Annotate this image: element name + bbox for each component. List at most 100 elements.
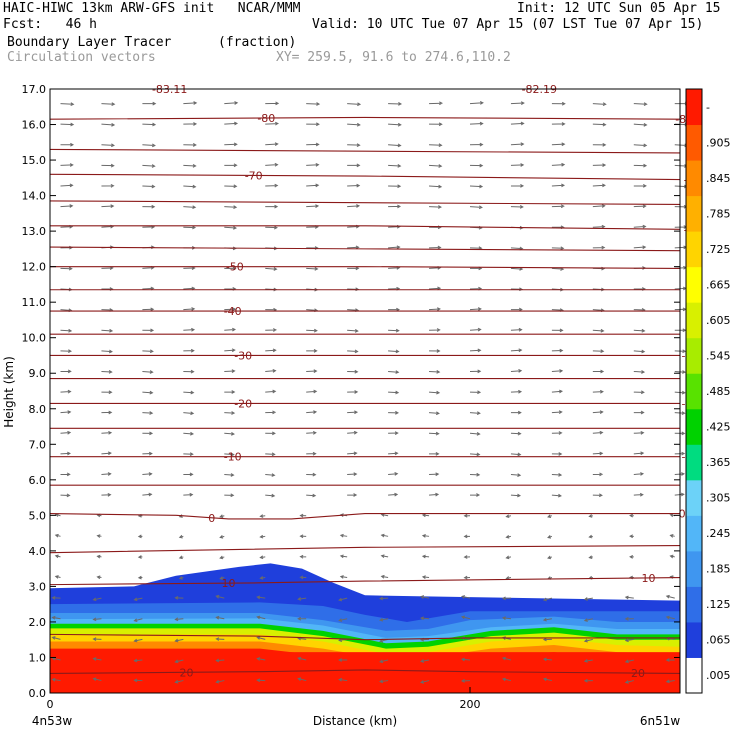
vector-arrow-5: [256, 678, 266, 683]
contour-line-3: [49, 148, 681, 154]
vector-arrow-420: [224, 142, 238, 147]
vector-arrow-96: [54, 554, 61, 559]
vector-arrow-153: [429, 492, 440, 497]
vector-arrow-263: [347, 349, 359, 354]
vector-arrow-273: [101, 328, 114, 333]
colorbar-label-8: .485: [706, 385, 731, 398]
vector-arrow-13: [583, 678, 593, 683]
vector-arrow-394: [469, 184, 484, 189]
vector-arrow-456: [388, 101, 403, 106]
vector-arrow-172: [551, 473, 563, 477]
colorbar-label-14: .845: [706, 172, 731, 185]
vector-arrow-442: [469, 121, 484, 126]
vector-arrow-450: [142, 101, 157, 106]
vector-arrow-231: [347, 390, 359, 394]
colorbar-swatch-11: [686, 266, 702, 303]
vector-arrow-281: [429, 328, 441, 332]
vector-arrow-171: [510, 473, 522, 477]
vector-arrow-22: [297, 656, 307, 661]
vector-arrow-378: [469, 205, 483, 210]
valid-time: Valid: 10 UTC Tue 07 Apr 15 (07 LST Tue …: [312, 17, 704, 32]
y-tick-label-13: 13.0: [22, 225, 47, 238]
colorbar-swatch-12: [686, 231, 702, 268]
vector-arrow-52: [215, 615, 225, 620]
vector-arrow-244: [224, 369, 236, 373]
vector-arrow-156: [551, 493, 562, 498]
vector-arrow-161: [101, 472, 112, 476]
cross-section-coords: XY= 259.5, 91.6 to 274.6,110.2: [276, 50, 511, 65]
vector-arrow-241: [101, 370, 113, 374]
colorbar-label-4: .245: [706, 527, 731, 540]
vector-arrow-108: [547, 555, 553, 560]
contour-line-2: [49, 116, 681, 120]
vector-arrow-72: [379, 596, 389, 601]
vector-arrow-216: [388, 410, 399, 415]
vector-arrow-119: [339, 533, 348, 538]
vector-arrow-102: [299, 554, 307, 559]
vector-arrow-233: [429, 390, 441, 395]
vector-arrow-425: [429, 143, 443, 148]
vector-arrow-462: [633, 102, 648, 106]
vector-arrow-324: [224, 266, 237, 271]
vector-arrow-186: [469, 452, 481, 457]
vector-arrow-66: [133, 597, 143, 602]
colorbar-swatch-7: [686, 408, 702, 445]
vector-arrow-277: [265, 328, 277, 332]
y-tick-label-2: 2.0: [29, 616, 47, 629]
vector-arrow-29: [583, 659, 593, 663]
vector-arrow-202: [469, 432, 481, 436]
vector-arrow-395: [510, 184, 525, 188]
vector-arrow-256: [60, 349, 72, 353]
vector-arrow-251: [510, 369, 523, 373]
vector-arrow-389: [265, 183, 279, 188]
colorbar-swatch-10: [686, 302, 702, 339]
vector-arrow-122: [463, 534, 471, 539]
vector-arrow-210: [142, 411, 154, 415]
vector-arrow-35: [174, 638, 184, 643]
vector-arrow-152: [388, 492, 399, 497]
vector-arrow-177: [101, 451, 112, 456]
colorbar-swatch-1: [686, 621, 702, 658]
vector-arrow-451: [183, 101, 198, 105]
vector-arrow-159: [674, 492, 685, 497]
y-tick-label-11: 11.0: [22, 296, 47, 309]
vector-arrow-248: [388, 370, 400, 374]
vector-arrow-77: [583, 597, 593, 601]
vector-arrow-146: [142, 492, 153, 497]
vector-arrow-377: [429, 205, 442, 209]
vector-arrow-345: [429, 245, 442, 250]
vector-arrow-157: [592, 493, 603, 498]
vector-arrow-65: [92, 597, 102, 602]
vector-arrow-48: [51, 615, 61, 620]
vector-arrow-374: [306, 204, 320, 208]
vector-arrow-381: [592, 204, 606, 208]
vector-arrow-137: [421, 513, 430, 518]
vector-arrow-454: [306, 102, 321, 106]
colorbar-label-6: .365: [706, 456, 731, 469]
x-right-end-label: 6n51w: [640, 714, 681, 728]
vector-arrow-37: [256, 636, 266, 640]
contour-label-16-0: -10: [224, 451, 242, 464]
forecast-hour: Fcst: 46 h: [3, 17, 97, 32]
vector-arrow-270: [633, 349, 646, 354]
vector-arrow-402: [142, 164, 156, 168]
vector-arrow-265: [429, 349, 441, 353]
y-tick-label-16: 16.0: [22, 119, 47, 132]
vector-arrow-214: [306, 410, 318, 414]
vector-arrow-179: [183, 452, 194, 457]
vector-arrow-111: [669, 554, 675, 559]
vector-arrow-385: [101, 183, 115, 188]
vector-arrow-167: [347, 472, 358, 477]
vector-arrow-261: [265, 348, 277, 353]
colorbar-swatch-8: [686, 373, 702, 410]
vector-arrow-173: [592, 472, 604, 477]
vector-arrow-258: [142, 349, 154, 354]
vector-arrow-445: [592, 122, 607, 127]
vector-arrow-55: [338, 618, 348, 622]
vector-arrow-138: [463, 513, 471, 518]
vector-arrow-386: [142, 184, 156, 189]
temperature-contours: -83.11-82.19-80-80-70-70-60-50-40-30-30-…: [49, 83, 702, 680]
vector-arrow-192: [60, 430, 72, 435]
vector-arrow-115: [178, 534, 184, 539]
vector-arrow-126: [629, 534, 634, 539]
